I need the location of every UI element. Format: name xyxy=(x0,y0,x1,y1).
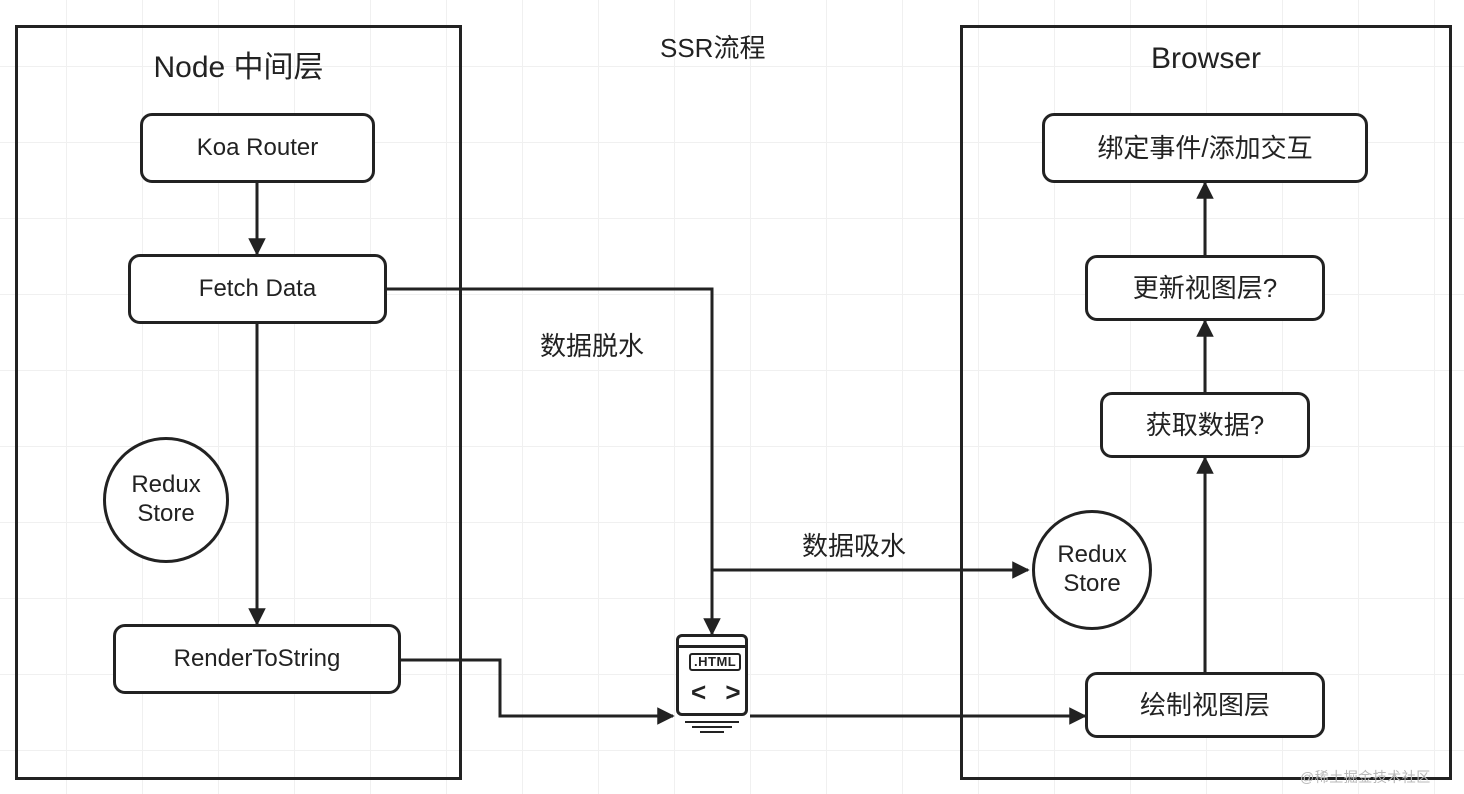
html-icon-stand-2 xyxy=(692,726,732,728)
html-icon-label: .HTML xyxy=(689,653,741,671)
redux-left-line1: Redux xyxy=(131,471,200,498)
node-get-data: 获取数据? xyxy=(1100,392,1310,458)
html-icon-stand-1 xyxy=(685,721,739,723)
html-icon-brackets: < > xyxy=(691,677,747,708)
node-redux-store-right: Redux Store xyxy=(1032,510,1152,630)
node-fetch-data: Fetch Data xyxy=(128,254,387,324)
label-dehydrate: 数据脱水 xyxy=(540,326,644,363)
html-icon-stand-3 xyxy=(700,731,724,733)
node-update-view: 更新视图层? xyxy=(1085,255,1325,321)
watermark: @稀土掘金技术社区 xyxy=(1300,767,1431,787)
node-render-to-string: RenderToString xyxy=(113,624,401,694)
html-file-icon: .HTML < > xyxy=(676,634,748,716)
node-bind-events: 绑定事件/添加交互 xyxy=(1042,113,1368,183)
group-node-layer-title: Node 中间层 xyxy=(18,42,459,86)
redux-left-line2: Store xyxy=(137,500,194,527)
node-koa-router: Koa Router xyxy=(140,113,375,183)
redux-right-line2: Store xyxy=(1063,570,1120,597)
redux-right-line1: Redux xyxy=(1057,541,1126,568)
diagram-canvas: SSR流程 Node 中间层 Browser Koa Router Fetch … xyxy=(0,0,1464,794)
group-browser-layer-title: Browser xyxy=(963,42,1449,76)
node-redux-store-left: Redux Store xyxy=(103,437,229,563)
diagram-title: SSR流程 xyxy=(660,28,765,65)
label-hydrate: 数据吸水 xyxy=(802,526,906,563)
node-draw-view: 绘制视图层 xyxy=(1085,672,1325,738)
